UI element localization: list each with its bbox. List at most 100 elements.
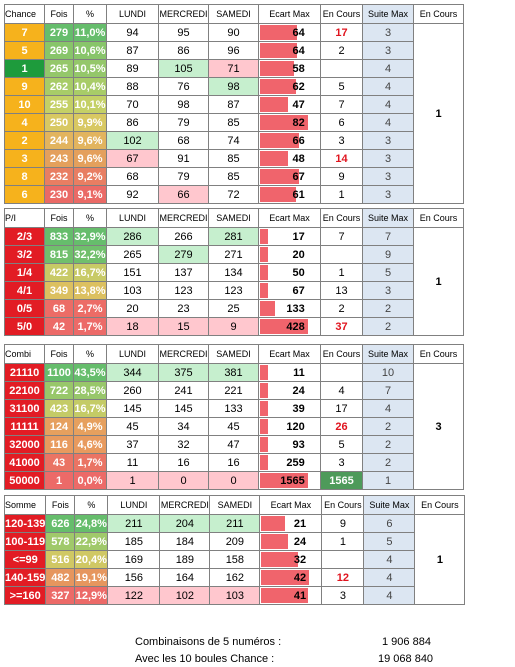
row-suite-max: 3 xyxy=(362,185,414,204)
row-percent: 9,6% xyxy=(73,149,107,168)
row-key: 9 xyxy=(4,77,45,96)
row-lundi: 103 xyxy=(106,281,159,300)
row-lundi: 87 xyxy=(106,41,159,60)
ecart-bar xyxy=(260,247,268,262)
row-lundi: 151 xyxy=(106,263,159,282)
row-ecart-max: 24 xyxy=(258,381,321,400)
table-row: 9 262 10,4% 88 76 98 62 5 4 xyxy=(4,77,464,96)
stats-table-1: P/I Fois% LUNDI MERCREDI SAMEDI Ecart Max En C… xyxy=(4,208,464,336)
header-en-cours-2: En Cours xyxy=(414,495,466,515)
row-ecart-max: 1565 xyxy=(258,471,321,490)
ecart-bar xyxy=(261,552,299,567)
row-lundi: 70 xyxy=(106,95,159,114)
header-row: Somme Fois% LUNDI MERCREDI SAMEDI Ecart Max En… xyxy=(3,495,466,515)
ecart-value: 259 xyxy=(286,456,305,469)
header-percent: % xyxy=(73,208,107,228)
row-suite-max: 4 xyxy=(362,399,414,418)
row-suite-max: 3 xyxy=(362,281,414,300)
header-samedi: SAMEDI xyxy=(208,208,259,228)
ecart-value: 32 xyxy=(293,553,307,566)
ecart-value: 61 xyxy=(292,188,305,201)
header-lundi: LUNDI xyxy=(106,208,159,228)
table-row: 11111 124 4,9% 45 34 45 120 26 2 xyxy=(4,417,464,436)
current-streak-text: 1 xyxy=(435,107,442,120)
row-percent: 10,4% xyxy=(73,77,107,96)
row-en-cours xyxy=(321,550,365,569)
row-fois: 578 xyxy=(45,532,76,551)
row-ecart-max: 62 xyxy=(258,77,321,96)
row-key: 4/1 xyxy=(4,281,45,300)
row-en-cours: 3 xyxy=(320,131,363,150)
ecart-bar xyxy=(260,79,296,94)
row-key: 140-159 xyxy=(3,568,47,587)
row-percent: 43,5% xyxy=(73,363,107,382)
row-lundi: 286 xyxy=(106,227,159,246)
header-samedi: SAMEDI xyxy=(208,344,259,364)
header-fois: Fois xyxy=(44,4,74,24)
row-key: 100-119 xyxy=(3,532,47,551)
row-key: 5/0 xyxy=(4,317,45,336)
row-ecart-max: 67 xyxy=(258,281,321,300)
row-fois: 262 xyxy=(44,77,74,96)
row-fois: 1100 xyxy=(44,363,74,382)
row-ecart-max: 66 xyxy=(258,131,321,150)
row-fois: 116 xyxy=(44,435,74,454)
table-row: 4 250 9,9% 86 79 85 82 6 4 xyxy=(4,113,464,132)
ecart-bar xyxy=(260,97,288,112)
row-ecart-max: 259 xyxy=(258,453,321,472)
row-percent: 32,9% xyxy=(73,227,107,246)
row-en-cours xyxy=(320,245,363,264)
row-percent: 16,7% xyxy=(73,399,107,418)
header-en-cours: En Cours xyxy=(320,344,363,364)
table-row: 0/5 68 2,7% 20 23 25 133 2 2 xyxy=(4,299,464,318)
row-fois: 327 xyxy=(45,586,76,605)
ecart-bar xyxy=(260,383,268,398)
row-ecart-max: 11 xyxy=(258,363,321,382)
ecart-value: 48 xyxy=(292,152,305,165)
header-en-cours-2: En Cours xyxy=(413,344,464,364)
row-mercredi: 266 xyxy=(158,227,209,246)
row-key: 4 xyxy=(4,113,45,132)
row-percent: 10,6% xyxy=(73,41,107,60)
row-key: 11111 xyxy=(4,417,45,436)
row-samedi: 87 xyxy=(208,95,259,114)
ecart-bar xyxy=(260,151,288,166)
header-en-cours-2: En Cours xyxy=(413,4,464,24)
ecart-value: 67 xyxy=(292,284,305,297)
row-suite-max: 2 xyxy=(362,299,414,318)
row-percent: 22,9% xyxy=(74,532,109,551)
row-suite-max: 5 xyxy=(362,263,414,282)
row-en-cours: 26 xyxy=(320,417,363,436)
row-lundi: 1 xyxy=(106,471,159,490)
row-percent: 10,5% xyxy=(73,59,107,78)
row-en-cours: 17 xyxy=(320,399,363,418)
row-mercredi: 204 xyxy=(159,514,211,533)
row-ecart-max: 428 xyxy=(258,317,321,336)
row-en-cours: 37 xyxy=(320,317,363,336)
ecart-value: 58 xyxy=(292,62,305,75)
footer-combinations-label: Combinaisons de 5 numéros : xyxy=(135,636,282,648)
row-suite-max: 3 xyxy=(362,167,414,186)
current-streak-text: 1 xyxy=(436,553,443,566)
row-suite-max: 4 xyxy=(363,550,416,569)
ecart-value: 20 xyxy=(292,248,305,261)
footer-chance-label: Avec les 10 boules Chance : xyxy=(135,653,275,665)
row-samedi: 221 xyxy=(208,381,259,400)
ecart-value: 93 xyxy=(292,438,305,451)
row-ecart-max: 82 xyxy=(258,113,321,132)
row-mercredi: 145 xyxy=(158,399,209,418)
ecart-bar xyxy=(260,455,268,470)
row-ecart-max: 42 xyxy=(259,568,323,587)
row-mercredi: 66 xyxy=(158,185,209,204)
row-samedi: 133 xyxy=(208,399,259,418)
row-en-cours: 4 xyxy=(320,381,363,400)
table-row: 32000 116 4,6% 37 32 47 93 5 2 xyxy=(4,435,464,454)
row-mercredi: 68 xyxy=(158,131,209,150)
row-lundi: 344 xyxy=(106,363,159,382)
row-samedi: 123 xyxy=(208,281,259,300)
row-ecart-max: 133 xyxy=(258,299,321,318)
row-key: 8 xyxy=(4,167,45,186)
row-percent: 13,8% xyxy=(73,281,107,300)
header-category: P/I xyxy=(4,208,45,228)
ecart-value: 120 xyxy=(286,420,305,433)
